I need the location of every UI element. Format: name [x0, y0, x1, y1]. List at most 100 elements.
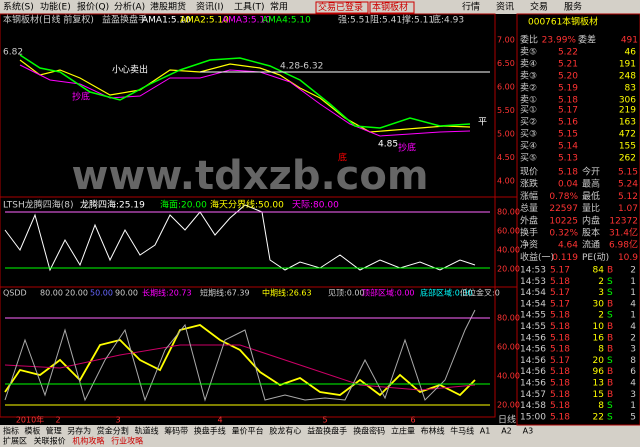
trade-count: 2: [630, 266, 636, 276]
indicator-header: 顶部区域:0.00: [362, 288, 415, 298]
trade-count: 3: [630, 345, 636, 355]
chart-header: AMA1:5.10: [142, 16, 191, 26]
stock-name: 本钢板材: [562, 16, 598, 28]
axis-label: 6.00: [497, 83, 515, 92]
menu-button[interactable]: 本钢板材: [372, 1, 408, 13]
chart-frame: [0, 13, 496, 418]
order-level: 卖②: [520, 83, 537, 94]
trade-count: 4: [630, 379, 636, 389]
tab[interactable]: 换盘手线: [194, 426, 226, 436]
stat-key: 收益(一): [520, 251, 554, 263]
trade-price: 5.17: [550, 356, 570, 366]
tab[interactable]: 立庄量: [391, 426, 415, 436]
indicator-header: 80.00: [40, 289, 63, 298]
menu-item[interactable]: 港股期货: [150, 1, 186, 13]
menu-item[interactable]: 资讯: [496, 2, 514, 13]
trade-time: 14:54: [520, 299, 546, 309]
tab[interactable]: 轨道线: [135, 426, 159, 436]
tab[interactable]: A1: [480, 427, 491, 436]
tab[interactable]: 筹码带: [164, 426, 188, 436]
trade-volume: 2: [598, 277, 604, 287]
order-volume: 83: [625, 84, 636, 94]
order-price: 5.17: [558, 106, 578, 116]
trade-price: 5.17: [550, 299, 570, 309]
menu-item[interactable]: 工具(T): [234, 2, 265, 13]
menu-item[interactable]: 资讯(I): [196, 2, 224, 13]
menu-item[interactable]: 报价(Q): [77, 1, 109, 13]
tab[interactable]: 模板: [24, 426, 40, 436]
menu-item[interactable]: 分析(A): [114, 1, 145, 13]
order-level: 买③: [520, 129, 537, 140]
tab[interactable]: 机构攻略: [72, 436, 104, 446]
menu-bar: [0, 0, 640, 14]
trade-time: 14:56: [520, 333, 546, 343]
menu-item[interactable]: 功能(E): [40, 1, 71, 13]
stat-key: 涨幅: [520, 190, 538, 202]
tab[interactable]: 关联报价: [34, 436, 66, 446]
tab[interactable]: 行业攻略: [111, 436, 143, 446]
trade-volume: 2: [598, 311, 604, 321]
tab[interactable]: 益盈换盘手: [307, 426, 347, 436]
tab[interactable]: 换盘密码: [353, 426, 385, 436]
axis-label: 60.00: [497, 343, 520, 352]
order-price: 5.14: [558, 142, 578, 152]
indicator-header: 天际:80.00: [292, 200, 339, 211]
trade-volume: 8: [598, 345, 604, 355]
tab[interactable]: 胶龙有心: [269, 426, 301, 436]
chart-header: 强:5.51: [338, 15, 370, 26]
trade-price: 5.18: [550, 390, 570, 400]
menu-item[interactable]: 行情: [462, 1, 480, 13]
button-frame: [315, 1, 369, 14]
menu-item[interactable]: 服务: [564, 1, 582, 13]
qsdd-line: [4, 324, 476, 397]
order-level: 买①: [520, 105, 537, 116]
tab[interactable]: 牛马线: [450, 426, 474, 436]
quote-ratio: 491: [621, 36, 638, 46]
axis-label: 20.00: [497, 265, 520, 274]
chart-header: AMA3:5.10: [222, 16, 271, 26]
trade-price: 5.17: [550, 266, 570, 276]
chart-header: 撑:5.11: [402, 14, 434, 26]
tab[interactable]: A3: [523, 427, 534, 436]
tab[interactable]: 布林线: [421, 426, 445, 436]
trade-volume: 13: [593, 379, 604, 389]
trade-volume: 96: [593, 367, 605, 377]
annotation: 4.28-6.32: [280, 62, 323, 72]
indicator-header: 见顶:0.00: [328, 289, 365, 298]
tab[interactable]: 量价平台: [232, 426, 264, 436]
stat-value: 22597: [549, 204, 578, 214]
chart-header: AMA4:5.10: [262, 16, 311, 26]
menu-item[interactable]: 常用: [270, 1, 288, 13]
indicator-header: 长期线:20.73: [142, 288, 192, 298]
ama-line: [19, 59, 471, 133]
axis-label: 7.00: [497, 36, 515, 45]
trade-side: B: [607, 322, 613, 332]
order-volume: 163: [619, 118, 636, 128]
tab[interactable]: 扩展区: [3, 436, 27, 446]
order-price: 5.16: [558, 118, 578, 128]
period-tab[interactable]: 日线: [498, 414, 516, 426]
stat-key: 最低: [582, 190, 600, 202]
tab[interactable]: A2: [501, 427, 512, 436]
menu-item[interactable]: 交易: [530, 1, 548, 13]
menu-item[interactable]: 系统(S): [3, 1, 34, 13]
trade-price: 5.18: [550, 401, 570, 411]
axis-label: 6.50: [497, 59, 515, 68]
axis-label: 4.50: [497, 153, 515, 162]
menu-button[interactable]: 交易已登录: [318, 1, 363, 13]
axis-label: 80.00: [497, 208, 520, 217]
quote-ratio: 23.99%: [542, 36, 577, 46]
trade-side: B: [607, 367, 613, 377]
chart-header: AMA2:5.10: [180, 16, 229, 26]
tab[interactable]: 赏金分割: [97, 426, 129, 436]
trade-price: 5.18: [550, 322, 570, 332]
order-level: 卖③: [520, 71, 537, 82]
order-price: 5.18: [558, 96, 578, 106]
trade-price: 5.18: [550, 333, 570, 343]
quote-ratio: 委比: [520, 34, 538, 46]
tab[interactable]: 指标: [3, 426, 19, 436]
order-level: 买⑤: [520, 153, 537, 164]
tab[interactable]: 另存为: [67, 426, 91, 436]
tab[interactable]: 管理: [46, 426, 62, 436]
axis-label: 5.00: [497, 130, 515, 139]
